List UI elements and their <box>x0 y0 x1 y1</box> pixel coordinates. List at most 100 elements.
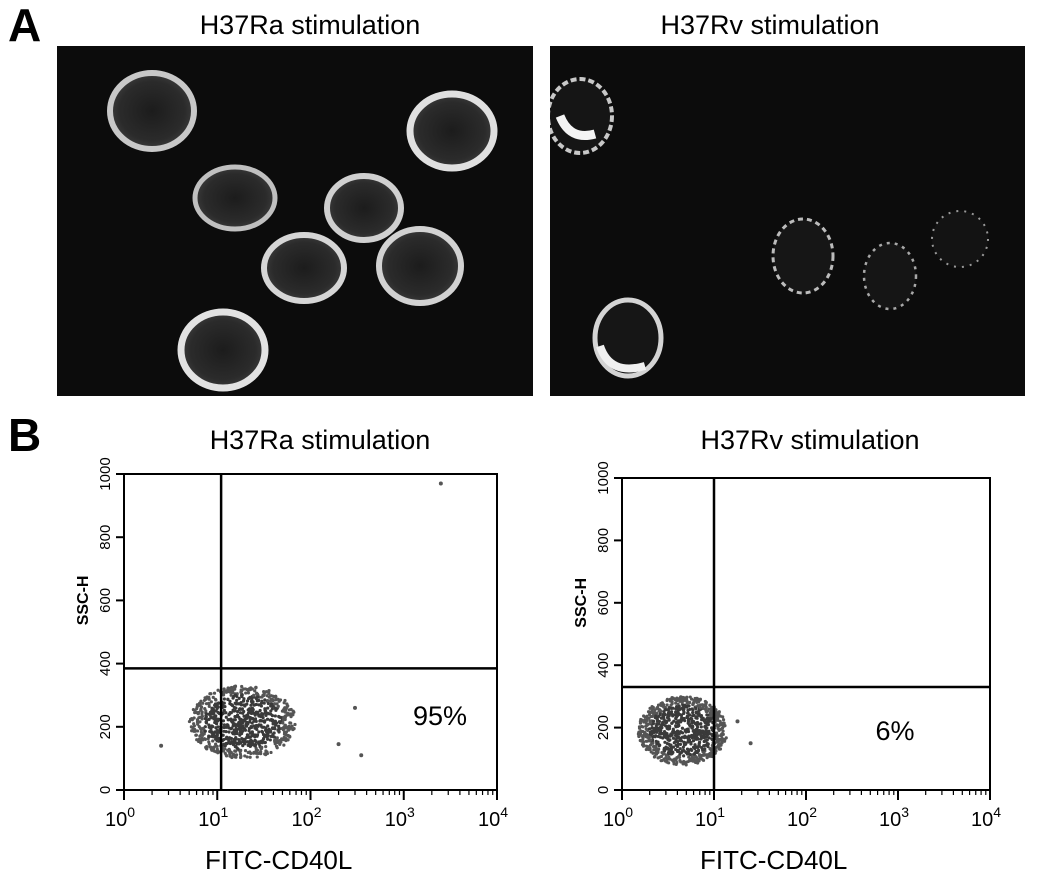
y-tick-label: 200 <box>97 714 114 739</box>
event-dot <box>690 726 694 730</box>
event-dot <box>657 743 661 747</box>
event-dot <box>266 698 270 703</box>
event-dot <box>671 727 675 731</box>
event-dot <box>719 733 723 737</box>
event-dot <box>721 729 725 733</box>
event-dot <box>275 746 279 750</box>
event-dot <box>271 726 275 731</box>
event-dot <box>236 747 240 751</box>
event-dot <box>667 755 671 759</box>
event-dot <box>692 752 697 756</box>
event-dot <box>237 720 241 725</box>
event-dot <box>282 725 286 729</box>
event-dot <box>250 711 254 716</box>
event-dot <box>667 761 671 765</box>
event-dot <box>657 747 661 751</box>
event-dot <box>222 723 227 727</box>
event-dot <box>659 754 664 759</box>
event-dot <box>274 695 278 699</box>
event-dot <box>655 719 659 723</box>
event-dot <box>238 752 243 756</box>
event-dot <box>262 725 266 729</box>
cell-bright-spot <box>555 114 597 140</box>
event-dot <box>657 722 661 726</box>
event-dot <box>686 727 690 731</box>
event-dot <box>708 717 713 721</box>
event-dot <box>707 754 711 758</box>
event-dot <box>676 748 680 753</box>
y-tick-label: 800 <box>595 528 612 553</box>
event-dot <box>677 736 681 740</box>
event-dot <box>246 691 251 695</box>
event-dot <box>276 704 280 708</box>
event-dot <box>680 726 685 730</box>
event-dot <box>652 755 657 759</box>
event-dot <box>291 727 295 732</box>
event-dot <box>675 729 680 733</box>
x-tick-label: 101 <box>198 804 228 831</box>
event-dot <box>265 717 270 721</box>
event-dot <box>221 733 225 737</box>
event-dot <box>667 718 671 722</box>
event-dot <box>228 736 232 740</box>
event-dot <box>659 701 663 706</box>
event-dot <box>225 723 229 727</box>
event-dot <box>267 691 271 695</box>
event-dot <box>235 698 239 702</box>
x-tick-label: 101 <box>695 804 725 831</box>
event-dot <box>241 711 245 715</box>
event-dot <box>216 738 220 742</box>
event-dot <box>240 694 244 699</box>
event-dot <box>268 738 272 742</box>
event-dot <box>221 691 225 696</box>
event-dot <box>676 710 680 714</box>
event-dot <box>276 728 280 732</box>
event-dot <box>721 723 726 727</box>
event-dot <box>263 707 267 711</box>
event-dot <box>679 713 684 717</box>
event-dot <box>647 712 652 717</box>
event-dot <box>248 688 252 692</box>
event-dot <box>650 731 654 735</box>
event-dot <box>678 742 683 746</box>
event-dot <box>705 733 709 737</box>
event-dot <box>281 718 286 722</box>
event-dot <box>653 735 657 739</box>
event-dot <box>262 701 266 705</box>
event-dot <box>273 702 277 706</box>
event-dot <box>195 718 200 722</box>
event-dot <box>258 708 262 713</box>
event-dot <box>238 717 242 721</box>
x-axis-label-h37ra: FITC-CD40L <box>205 845 353 875</box>
event-dot <box>670 758 674 762</box>
event-dot <box>221 719 226 723</box>
event-dot <box>695 728 699 732</box>
cell <box>177 308 269 392</box>
event-dot <box>686 708 690 712</box>
event-dot <box>249 751 253 756</box>
y-tick-label: 1000 <box>97 457 114 490</box>
event-dot <box>262 736 266 741</box>
cell <box>771 217 835 295</box>
event-dot <box>253 744 257 748</box>
event-dot <box>675 755 679 760</box>
event-dot <box>642 714 646 718</box>
event-dot <box>207 742 211 746</box>
event-dot <box>223 751 227 755</box>
event-dot <box>216 710 220 714</box>
event-dot <box>640 742 645 747</box>
event-dot <box>286 704 290 708</box>
event-dot <box>662 757 666 761</box>
event-dot <box>293 722 297 727</box>
event-dot <box>681 703 685 708</box>
event-dot <box>198 726 202 730</box>
event-dot <box>240 684 244 689</box>
event-dot <box>204 745 208 749</box>
event-dot <box>699 725 703 729</box>
event-dot <box>207 704 211 708</box>
event-dot <box>257 714 261 718</box>
event-dot <box>255 755 259 759</box>
event-dot <box>647 737 651 741</box>
event-dot <box>244 691 248 695</box>
event-dot <box>653 708 657 712</box>
